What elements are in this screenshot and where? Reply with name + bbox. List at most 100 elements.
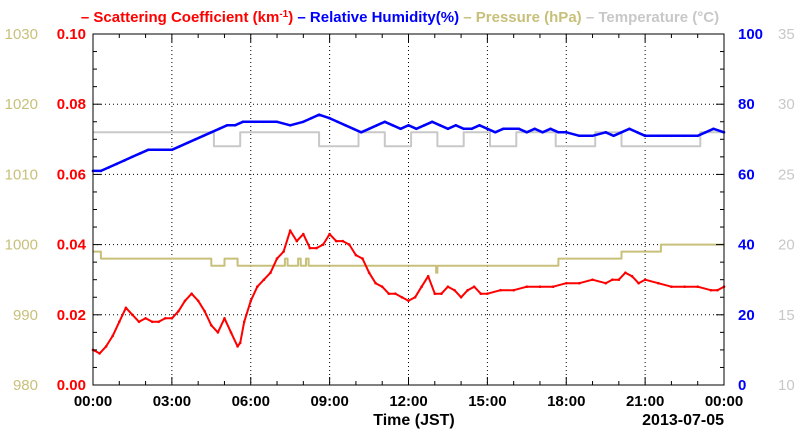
data-point-humidity [262, 120, 266, 124]
data-point-scattering [551, 285, 555, 289]
data-point-humidity [210, 131, 213, 134]
humidity-tick-label: 100 [738, 26, 763, 43]
series-line-pressure [93, 243, 724, 274]
data-point-humidity [712, 127, 715, 131]
data-point-scattering [249, 299, 253, 303]
data-point-humidity [202, 134, 205, 138]
data-point-scattering [118, 320, 121, 324]
data-point-scattering [643, 278, 647, 282]
data-point-humidity [131, 155, 134, 159]
temperature-tick-label: 35 [778, 26, 795, 43]
pressure-tick-label: 1030 [5, 26, 38, 43]
data-point-scattering [183, 299, 187, 303]
data-point-scattering [453, 288, 456, 292]
data-point-humidity [643, 134, 647, 138]
data-point-humidity [309, 116, 313, 120]
data-point-humidity [275, 120, 279, 124]
data-point-humidity [170, 148, 174, 152]
data-point-scattering [229, 331, 233, 334]
data-point-scattering [348, 243, 351, 246]
data-point-scattering [380, 285, 384, 289]
data-point-scattering [611, 278, 614, 282]
date-label: 2013-07-05 [642, 412, 724, 429]
data-point-humidity [157, 148, 160, 152]
data-point-scattering [637, 281, 640, 285]
data-point-scattering [670, 285, 673, 289]
data-point-humidity [509, 127, 513, 131]
series-layer [91, 113, 726, 355]
data-point-humidity [438, 124, 442, 127]
data-point-scattering [288, 229, 292, 232]
data-point-scattering [170, 317, 174, 320]
grid-lines [93, 34, 724, 385]
x-tick-label: 00:00 [705, 393, 743, 410]
data-point-humidity [486, 127, 489, 131]
data-point-humidity [478, 124, 481, 127]
data-point-humidity [217, 127, 221, 131]
series-line-scattering [92, 229, 725, 355]
humidity-tick-label: 20 [738, 307, 755, 324]
legend-item-temperature: – Temperature (°C) [582, 9, 719, 26]
pressure-tick-label: 990 [13, 307, 38, 324]
x-tick-label: 15:00 [468, 393, 506, 410]
data-point-scattering [275, 257, 279, 260]
humidity-tick-label: 80 [738, 96, 755, 113]
data-point-scattering [525, 285, 529, 289]
scattering-tick-label: 0.06 [57, 166, 86, 183]
data-point-scattering [255, 285, 259, 289]
data-point-humidity [241, 120, 245, 124]
data-point-scattering [321, 243, 325, 246]
data-point-humidity [494, 131, 497, 134]
x-tick-label: 18:00 [547, 393, 585, 410]
data-point-scattering [512, 288, 515, 292]
temperature-tick-label: 20 [778, 237, 795, 254]
data-point-humidity [470, 127, 473, 131]
humidity-tick-label: 60 [738, 166, 755, 183]
data-point-scattering [131, 313, 134, 317]
data-point-scattering [420, 285, 423, 289]
data-point-humidity [612, 134, 615, 138]
data-point-humidity [517, 127, 521, 131]
data-point-scattering [630, 274, 634, 278]
data-point-scattering [591, 278, 594, 282]
data-point-scattering [236, 345, 239, 348]
scattering-tick-label: 0.04 [57, 237, 87, 254]
data-point-scattering [177, 310, 180, 313]
data-point-humidity [415, 127, 418, 131]
data-point-scattering [426, 274, 430, 278]
legend-item-scattering: – Scattering Coefficient (km [81, 9, 279, 26]
x-tick-label: 00:00 [74, 393, 112, 410]
data-point-humidity [367, 127, 371, 131]
data-point-humidity [383, 120, 387, 124]
data-point-humidity [635, 131, 639, 134]
data-point-humidity [557, 131, 560, 134]
data-point-scattering [479, 292, 483, 296]
scattering-tick-label: 0.08 [57, 96, 86, 113]
data-point-scattering [302, 232, 305, 236]
pressure-tick-label: 1010 [5, 166, 38, 183]
data-point-scattering [578, 281, 581, 285]
data-point-scattering [341, 239, 345, 243]
data-point-humidity [683, 134, 686, 138]
x-axis-title: Time (JST) [373, 412, 455, 429]
data-point-scattering [137, 320, 141, 324]
data-point-scattering [407, 299, 410, 303]
data-point-humidity [328, 116, 331, 120]
data-point-scattering [440, 292, 443, 296]
legend-suffix: ) [288, 9, 293, 26]
data-point-scattering [282, 250, 285, 253]
data-point-scattering [374, 281, 377, 285]
data-point-scattering [203, 310, 206, 313]
legend-item-humidity: – Relative Humidity(%) [293, 9, 459, 26]
data-point-humidity [336, 120, 339, 124]
data-point-humidity [591, 134, 594, 138]
data-point-humidity [604, 131, 607, 134]
data-point-humidity [194, 138, 197, 141]
x-tick-label: 21:00 [626, 393, 664, 410]
data-point-scattering [98, 352, 101, 355]
legend-superscript: -1 [279, 9, 288, 20]
data-point-scattering [308, 246, 312, 250]
data-point-humidity [399, 127, 402, 131]
data-point-scattering [150, 320, 154, 324]
data-point-humidity [288, 124, 292, 127]
